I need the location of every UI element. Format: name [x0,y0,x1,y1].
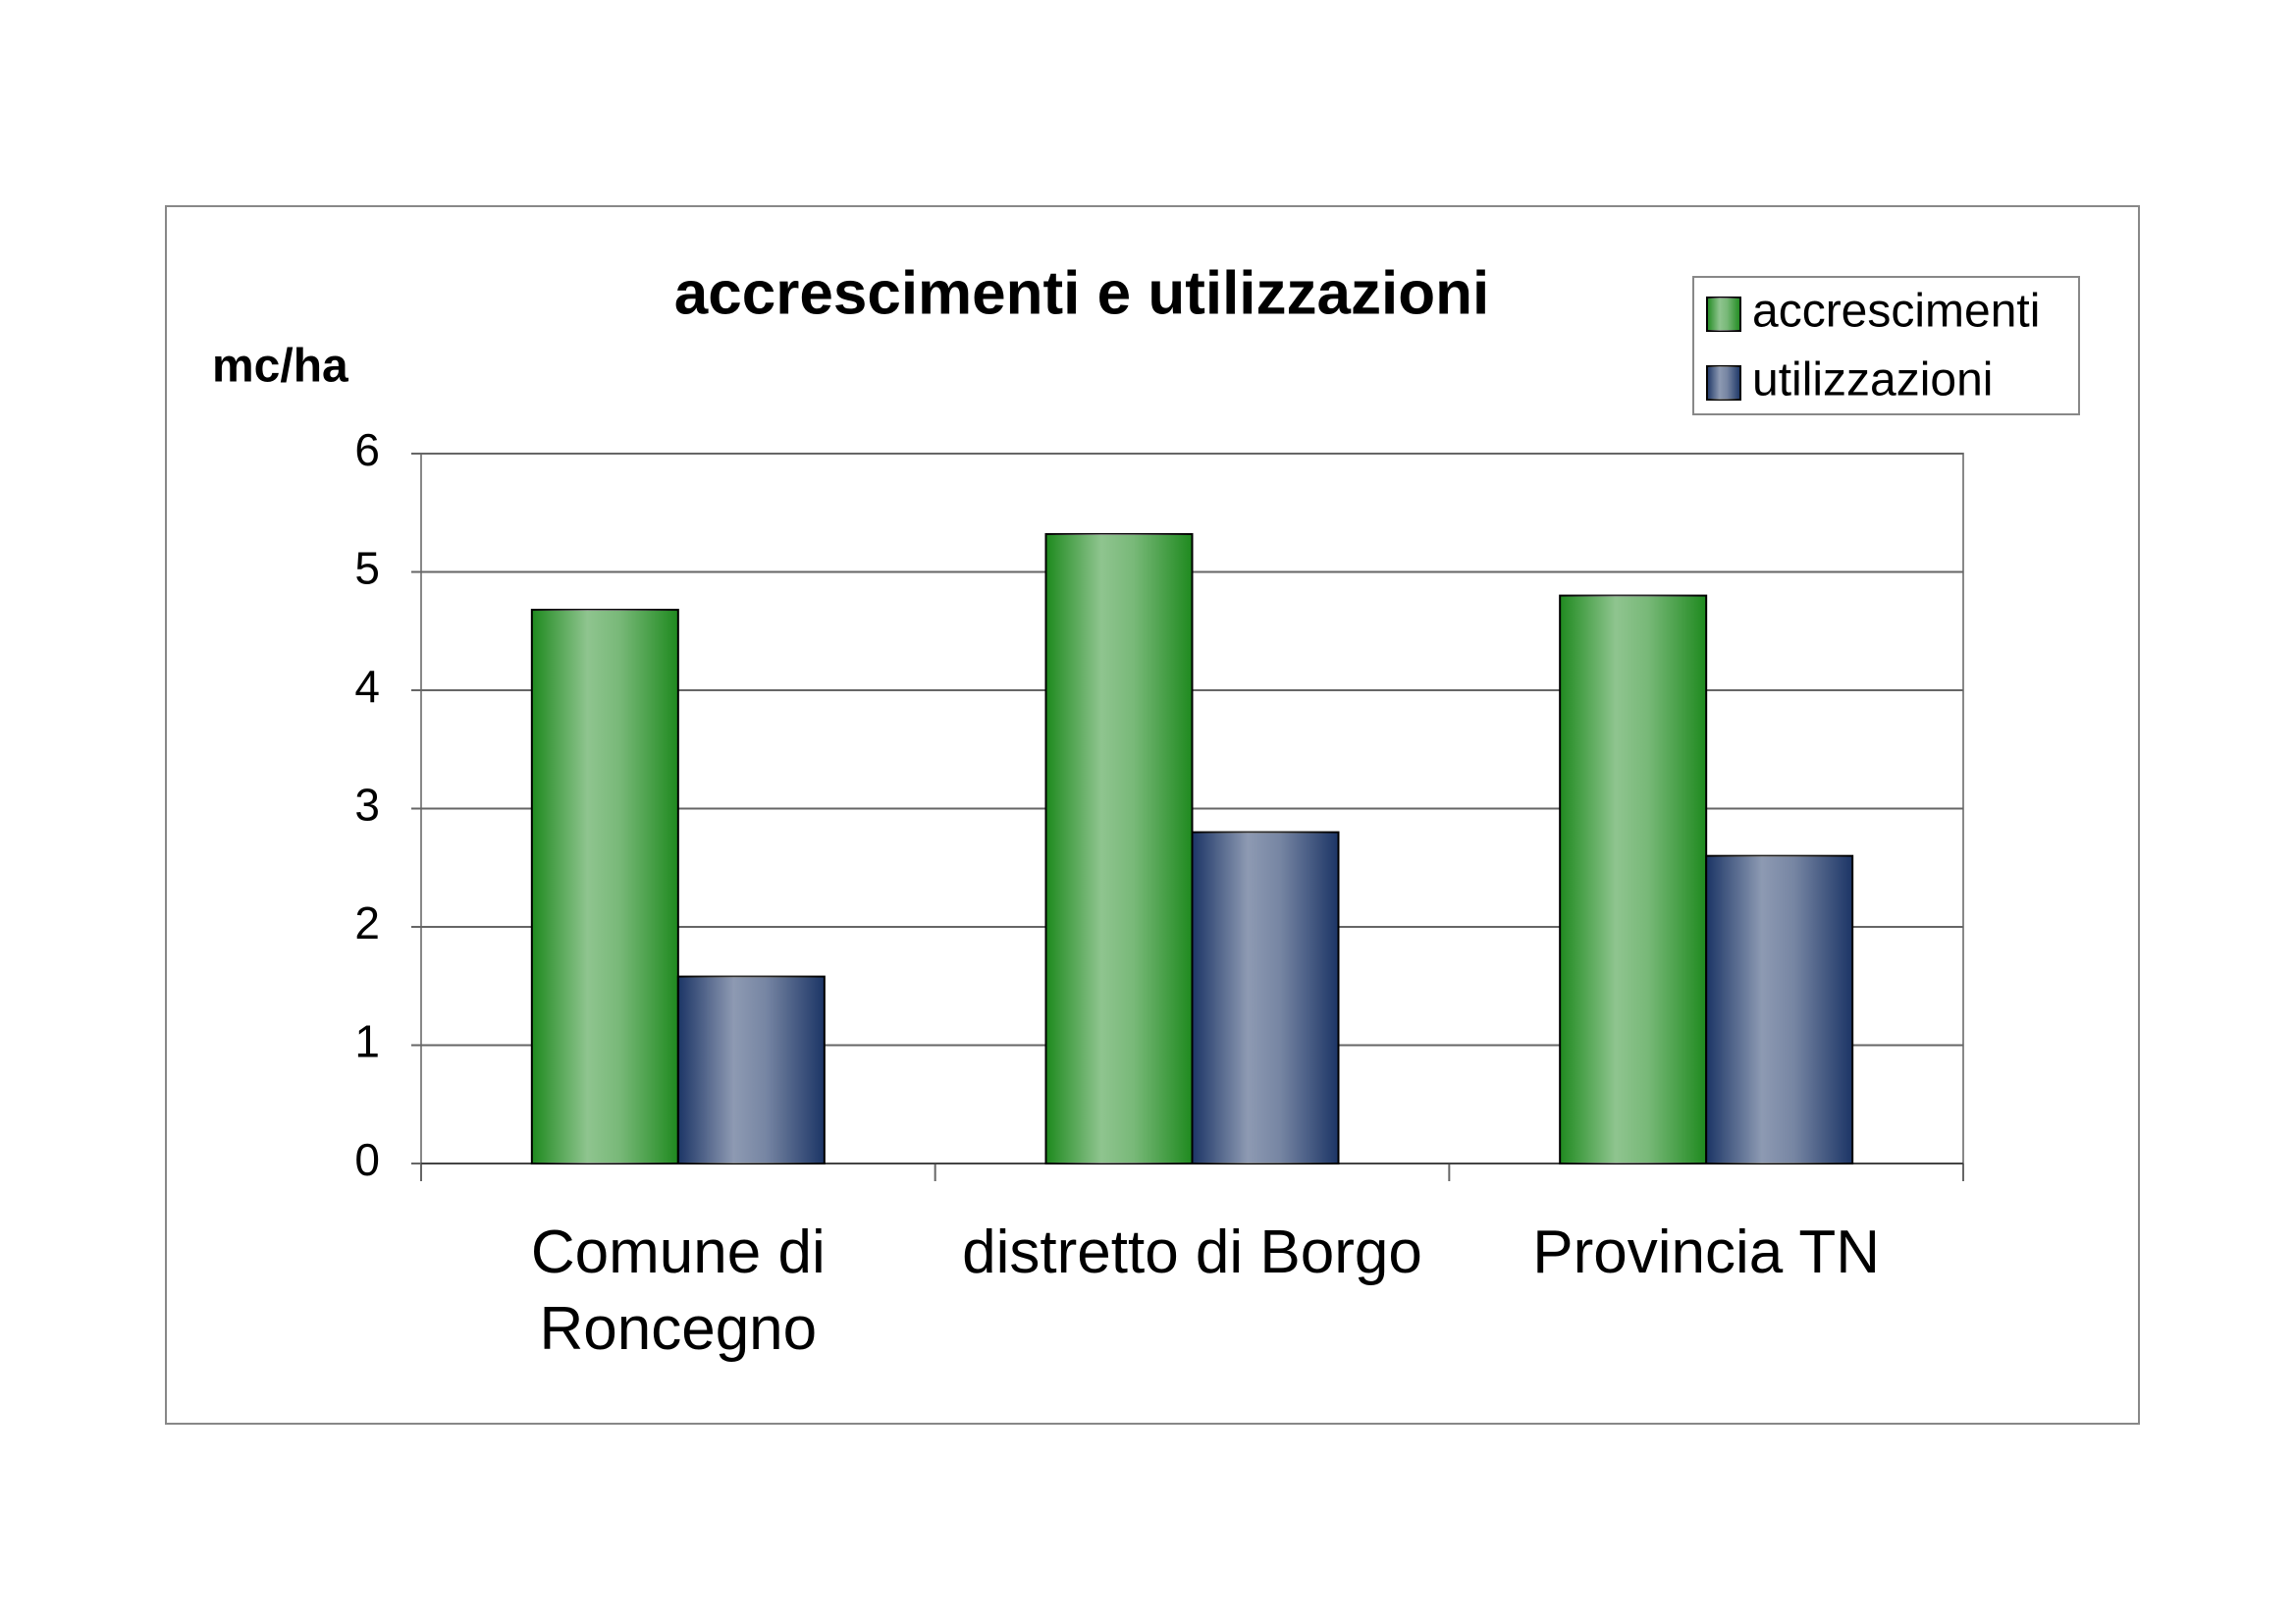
y-tick-label: 0 [354,1134,380,1185]
x-tick-label: Provincia TN [1532,1218,1881,1286]
y-tick-label: 4 [354,661,380,712]
bar-shine [1560,595,1707,1164]
y-tick-label: 5 [354,543,380,594]
y-tick-label: 6 [354,424,380,475]
legend-swatch-shine [1707,366,1740,400]
legend-swatch-shine [1707,298,1740,331]
bar-shine [1192,832,1339,1164]
legend-box [1692,276,2080,415]
bar-shine [1045,533,1193,1164]
bar-shine [1706,855,1853,1164]
y-axis-label: mc/ha [212,341,348,393]
y-tick-label: 2 [354,897,380,948]
legend-label: utilizzazioni [1752,354,1993,406]
legend-label: accrescimenti [1752,286,2040,338]
bar-shine [531,610,678,1164]
y-tick-label: 3 [354,780,380,831]
x-tick-label: distretto di Borgo [962,1218,1422,1286]
chart-title: accrescimenti e utilizzazioni [674,259,1489,327]
x-tick-label: Comune di Roncegno [530,1218,826,1363]
bar-shine [677,976,825,1164]
y-tick-label: 1 [354,1016,380,1067]
